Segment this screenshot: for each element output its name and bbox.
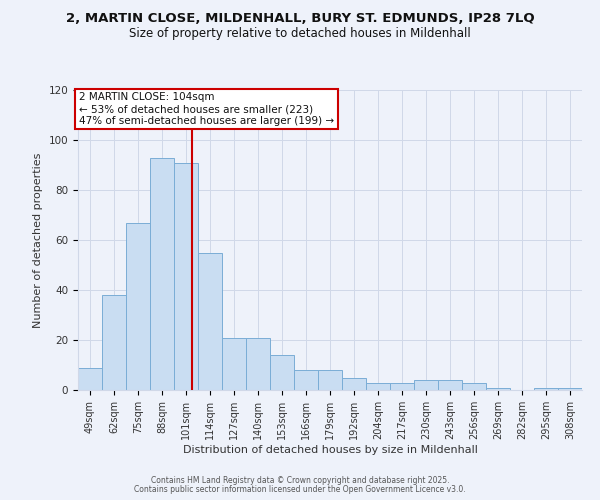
Bar — [438, 380, 462, 390]
X-axis label: Distribution of detached houses by size in Mildenhall: Distribution of detached houses by size … — [182, 444, 478, 454]
Bar — [246, 338, 270, 390]
Bar — [102, 295, 126, 390]
Bar — [174, 162, 198, 390]
Bar — [318, 370, 342, 390]
Bar — [222, 338, 246, 390]
Bar — [366, 382, 390, 390]
Text: 2 MARTIN CLOSE: 104sqm
← 53% of detached houses are smaller (223)
47% of semi-de: 2 MARTIN CLOSE: 104sqm ← 53% of detached… — [79, 92, 334, 126]
Y-axis label: Number of detached properties: Number of detached properties — [33, 152, 43, 328]
Bar — [150, 158, 174, 390]
Bar — [198, 252, 222, 390]
Text: Contains public sector information licensed under the Open Government Licence v3: Contains public sector information licen… — [134, 485, 466, 494]
Bar — [486, 388, 510, 390]
Text: Contains HM Land Registry data © Crown copyright and database right 2025.: Contains HM Land Registry data © Crown c… — [151, 476, 449, 485]
Bar — [294, 370, 318, 390]
Bar — [390, 382, 414, 390]
Bar — [414, 380, 438, 390]
Bar — [534, 388, 558, 390]
Bar — [342, 378, 366, 390]
Bar — [270, 355, 294, 390]
Bar — [462, 382, 486, 390]
Bar — [558, 388, 582, 390]
Text: 2, MARTIN CLOSE, MILDENHALL, BURY ST. EDMUNDS, IP28 7LQ: 2, MARTIN CLOSE, MILDENHALL, BURY ST. ED… — [65, 12, 535, 26]
Text: Size of property relative to detached houses in Mildenhall: Size of property relative to detached ho… — [129, 28, 471, 40]
Bar — [126, 222, 150, 390]
Bar — [78, 368, 102, 390]
